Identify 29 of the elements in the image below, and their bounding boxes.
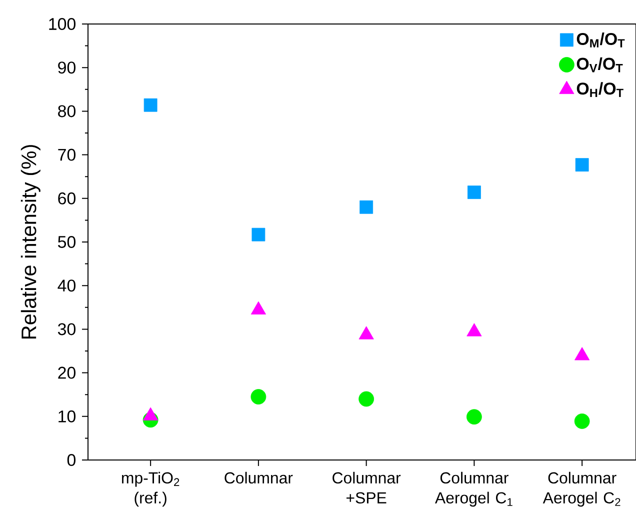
point (144, 98, 158, 112)
x-tick-label: Columnar (224, 472, 293, 484)
y-tick-label: 0 (67, 454, 76, 466)
y-tick-label: 10 (58, 410, 76, 422)
legend-label: O$_{M}$/O$_{T}$ (576, 32, 625, 48)
y-tick-label: 100 (49, 18, 76, 30)
x-tick-label: Columnar +SPE (332, 472, 401, 504)
point (466, 409, 482, 425)
y-tick-label: 50 (58, 236, 76, 248)
y-tick-label: 30 (58, 323, 76, 336)
point (250, 389, 266, 404)
y-tick-label: 40 (58, 280, 76, 292)
y-tick-label: 20 (58, 366, 76, 379)
y-tick-label: 90 (58, 62, 76, 74)
legend-label: O$_{V}$/O$_{T}$ (576, 57, 623, 72)
point (574, 413, 590, 429)
y-tick-label: 70 (58, 148, 76, 161)
y-tick-label: 60 (58, 192, 76, 204)
x-tick-label: mp-TiO$_{2}$ (ref.) (122, 472, 180, 507)
y-tick-label: 80 (58, 105, 76, 118)
point (575, 158, 589, 172)
point (358, 391, 374, 407)
x-tick-label: Columnar Aerogel C$_{1}$ (434, 472, 512, 507)
point (360, 200, 374, 214)
point (467, 186, 481, 199)
x-tick-label: Columnar Aerogel C$_{2}$ (542, 472, 620, 507)
y-axis-title: Relative intensity (%) (20, 145, 40, 339)
point (252, 228, 266, 242)
legend-label: O$_{H}$/O$_{T}$ (576, 82, 624, 97)
